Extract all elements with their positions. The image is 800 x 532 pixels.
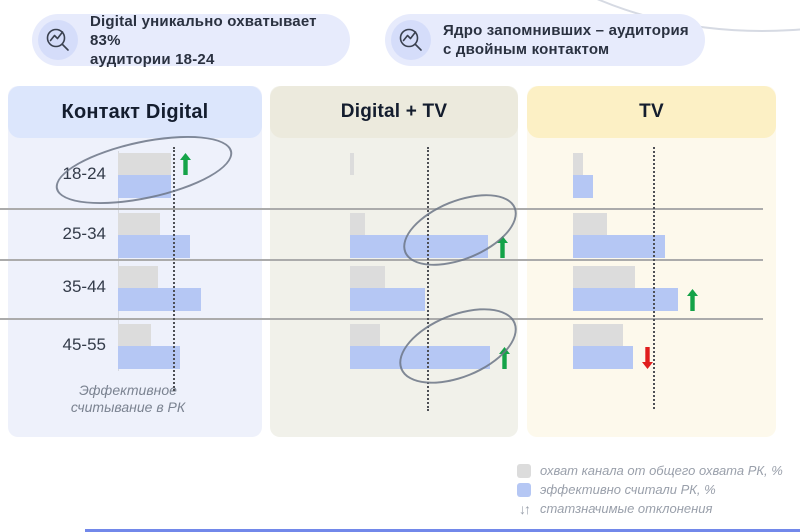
up-arrow-icon (179, 153, 192, 175)
legend-swatch-gray (517, 463, 531, 478)
up-arrow-icon (498, 347, 511, 369)
callout-line: с двойным контактом (443, 41, 610, 58)
age-group-label: 35-44 (62, 277, 106, 296)
reach-bar (573, 153, 583, 175)
reach-bar (350, 266, 385, 288)
legend: охват канала от общего охвата РК, % эффе… (517, 461, 783, 518)
legend-item-channel-reach: охват канала от общего охвата РК, % (517, 461, 783, 480)
reach-bar (350, 213, 365, 235)
legend-label: охват канала от общего охвата РК, % (540, 463, 783, 478)
callout-line: Ядро запомнивших – аудитория (443, 22, 689, 39)
callout-text: Digital уникально охватывает 83% аудитор… (90, 12, 350, 69)
column-title: Контакт Digital (61, 100, 209, 123)
effective-bar (350, 346, 490, 369)
callout-text: Ядро запомнивших – аудитория с двойным к… (443, 21, 689, 59)
threshold-footnote: Эффективное считывание в РК (70, 382, 186, 415)
column-header-tv: TV (527, 86, 776, 138)
reach-bar (573, 324, 623, 346)
panel-digital-tv: Digital + TV (270, 86, 518, 437)
effective-bar (573, 235, 665, 258)
panel-digital: Контакт Digital Эффективное считывание в… (8, 86, 262, 437)
row-separator-line (0, 208, 763, 210)
effective-bar (573, 346, 633, 369)
magnifier-chart-icon (38, 20, 78, 60)
up-arrow-icon (496, 236, 509, 258)
reach-bar (118, 153, 171, 175)
legend-swatch-blue (517, 482, 531, 497)
reach-bar (350, 153, 354, 175)
reach-bar (573, 213, 607, 235)
legend-item-effective: эффективно считали РК, % (517, 480, 783, 499)
legend-item-deviations: ↓↑ статзначимые отклонения (517, 499, 783, 518)
column-header-digital: Контакт Digital (8, 86, 262, 138)
threshold-dotted-line (427, 147, 429, 411)
age-group-label: 25-34 (62, 224, 106, 243)
reach-bar (118, 266, 158, 288)
effective-bar (118, 175, 171, 198)
age-group-label: 45-55 (62, 335, 106, 354)
effective-bar (118, 288, 201, 311)
magnifier-chart-icon (391, 20, 431, 60)
panel-tv: TV (527, 86, 776, 437)
bottom-accent-strip (85, 529, 800, 532)
threshold-dotted-line (173, 147, 175, 391)
callout-digital-unique-reach: Digital уникально охватывает 83% аудитор… (32, 12, 350, 69)
up-arrow-icon (686, 289, 699, 311)
threshold-dotted-line (653, 147, 655, 409)
updown-arrows-icon: ↓↑ (519, 500, 531, 517)
callout-double-contact-core: Ядро запомнивших – аудитория с двойным к… (385, 14, 705, 66)
callout-line: Digital уникально охватывает 83% (90, 12, 317, 49)
effective-bar (350, 288, 425, 311)
effective-bar (573, 175, 593, 198)
column-title: Digital + TV (340, 101, 448, 122)
legend-label: эффективно считали РК, % (540, 482, 716, 497)
legend-label: статзначимые отклонения (540, 501, 713, 516)
row-separator-line (0, 259, 763, 261)
callout-line: аудитории 18-24 (90, 50, 215, 68)
axis-baseline (118, 151, 119, 371)
row-separator-line (0, 318, 763, 320)
age-group-label: 18-24 (62, 164, 106, 183)
effective-bar (573, 288, 678, 311)
effective-bar (118, 346, 180, 369)
effective-bar (350, 235, 488, 258)
reach-bar (118, 213, 160, 235)
column-title: TV (639, 101, 664, 122)
reach-bar (573, 266, 635, 288)
down-arrow-icon (641, 347, 654, 369)
reach-bar (350, 324, 380, 346)
reach-bar (118, 324, 151, 346)
effective-bar (118, 235, 190, 258)
column-header-digital-tv: Digital + TV (270, 86, 518, 138)
